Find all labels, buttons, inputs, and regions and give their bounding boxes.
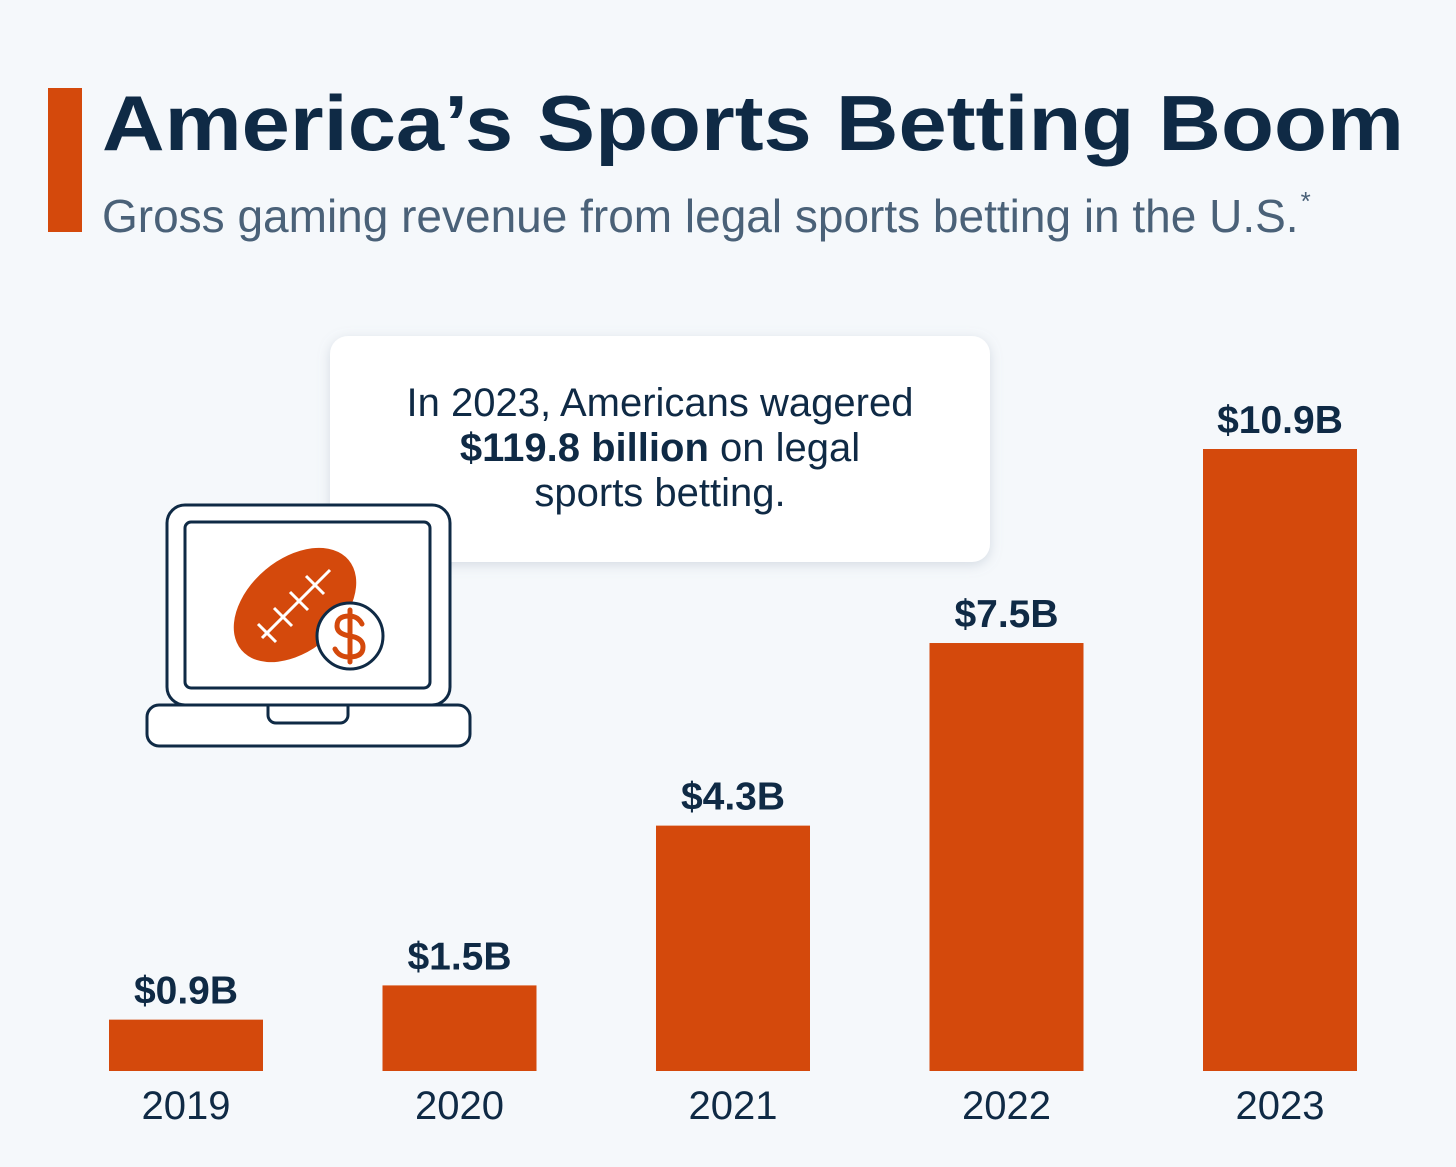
- value-label: $1.5B: [407, 935, 511, 978]
- bar: [656, 825, 810, 1071]
- dollar-sign: [332, 607, 366, 665]
- title-accent: [48, 88, 82, 232]
- chart-subtitle: Gross gaming revenue from legal sports b…: [102, 190, 1299, 242]
- laptop-base: [145, 703, 472, 748]
- x-tick-label: 2019: [142, 1084, 231, 1128]
- x-tick-label: 2020: [415, 1084, 504, 1128]
- callout-span: $119.8 billion: [460, 426, 709, 470]
- callout-line: $119.8 billion on legal: [460, 426, 860, 470]
- callout-span: on legal: [709, 426, 860, 470]
- bar: [929, 643, 1084, 1071]
- laptop-notch: [266, 705, 350, 725]
- value-label: $10.9B: [1217, 399, 1343, 442]
- value-label: $7.5B: [954, 593, 1058, 636]
- callout-text: In 2023, Americans wagered$119.8 billion…: [407, 381, 914, 515]
- x-tick-label: 2023: [1236, 1084, 1325, 1128]
- plot-area: $0.9B 2019 $1.5B 2020 $4.3B 2021 $7.5B 2022 $10.…: [109, 399, 1357, 1128]
- bar: [109, 1019, 263, 1071]
- bar: [382, 985, 537, 1071]
- value-label: $4.3B: [681, 776, 785, 819]
- callout-span: sports betting.: [534, 471, 785, 515]
- callout-line: In 2023, Americans wagered: [407, 381, 914, 425]
- bar: [1203, 449, 1357, 1071]
- callout-span: In 2023, Americans wagered: [407, 381, 914, 425]
- callout-line: sports betting.: [534, 471, 785, 515]
- x-tick-label: 2022: [962, 1084, 1051, 1128]
- callout-box: [330, 336, 990, 562]
- laptop-icon: [145, 503, 472, 748]
- x-tick-label: 2021: [689, 1084, 778, 1128]
- football-laces: [256, 568, 332, 644]
- value-label: $0.9B: [134, 970, 238, 1013]
- chart-title: America’s Sports Betting Boom: [102, 79, 1404, 167]
- subtitle-note: *: [1301, 186, 1311, 216]
